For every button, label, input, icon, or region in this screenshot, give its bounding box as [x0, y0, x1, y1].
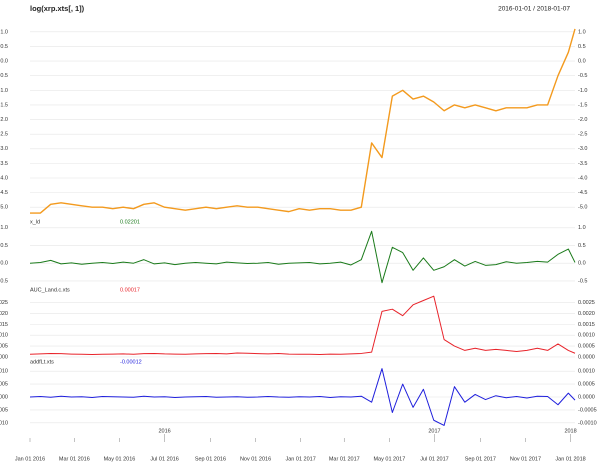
- y-tick-label: 0.0: [578, 261, 586, 267]
- y-tick-label-left: -1.5: [0, 102, 8, 108]
- y-tick-label: 0.0000: [578, 394, 595, 400]
- series-line: [29, 230, 576, 284]
- y-tick-label: 0.0025: [578, 300, 595, 306]
- y-tick-label-left: 0.0: [0, 261, 8, 267]
- y-tick-label: 0.0010: [578, 369, 595, 375]
- x-tick-label: Mar 01 2016: [59, 456, 90, 462]
- y-tick-label-left: -1.0: [0, 88, 8, 94]
- y-tick-label: -0.5: [578, 73, 587, 79]
- last-value: -0.00012: [120, 359, 142, 365]
- y-tick-label: -2.0: [578, 117, 587, 123]
- y-tick-label: -0.0010: [578, 420, 597, 426]
- year-label: 2017: [428, 428, 440, 434]
- x-tick-label: Jan 01 2017: [286, 456, 316, 462]
- y-tick-label-left: -0.0005: [0, 407, 8, 413]
- y-tick-label: -2.5: [578, 132, 587, 138]
- y-tick-label-left: -3.5: [0, 161, 8, 167]
- y-tick-label: 0.0000: [578, 354, 595, 360]
- x-tick-label: Jan 01 2016: [15, 456, 45, 462]
- y-tick-label: 0.0005: [578, 382, 595, 388]
- x-tick-label: Sep 01 2017: [465, 456, 496, 462]
- y-tick-label: 0.0020: [578, 311, 595, 317]
- y-tick-label-left: 0.0005: [0, 382, 8, 388]
- x-tick-label: Jan 01 2018: [555, 456, 585, 462]
- y-tick-label: -4.0: [578, 175, 587, 181]
- y-tick-label-left: 1.0: [0, 29, 8, 35]
- series-line: [29, 295, 576, 356]
- panel-label: x_ld: [30, 219, 40, 225]
- y-tick-label: -1.0: [578, 88, 587, 94]
- y-tick-label-left: 1.0: [0, 225, 8, 231]
- date-range: 2016-01-01 / 2018-01-07: [498, 6, 570, 13]
- y-tick-label: 0.5: [578, 44, 586, 50]
- y-tick-label-left: -2.0: [0, 117, 8, 123]
- y-tick-label-left: -2.5: [0, 132, 8, 138]
- y-tick-label: -4.5: [578, 190, 587, 196]
- y-tick-label: 0.0015: [578, 322, 595, 328]
- y-tick-label-left: 0.0010: [0, 369, 8, 375]
- y-tick-label: 0.0005: [578, 344, 595, 350]
- x-tick-label: Nov 01 2017: [510, 456, 541, 462]
- y-tick-label-left: -5.0: [0, 205, 8, 211]
- y-tick-label: -3.5: [578, 161, 587, 167]
- y-tick-label-left: -0.0010: [0, 420, 8, 426]
- x-tick-label: Mar 01 2017: [329, 456, 360, 462]
- y-tick-label: 0.0: [578, 59, 586, 65]
- panel-label: addfLt.xts: [30, 359, 54, 365]
- x-tick-label: Nov 01 2016: [240, 456, 271, 462]
- chart-title: log(xrp.xts[, 1]): [30, 4, 85, 13]
- last-value: 0.02201: [120, 219, 140, 225]
- y-tick-label: -5.0: [578, 205, 587, 211]
- y-tick-label: 0.5: [578, 243, 586, 249]
- y-tick-label-left: 0.5: [0, 44, 8, 50]
- y-tick-label-left: 0.0000: [0, 394, 8, 400]
- y-tick-label: -0.0005: [578, 407, 597, 413]
- panel-label: AUC_Land.c.xts: [30, 287, 70, 293]
- y-tick-label-left: -3.0: [0, 146, 8, 152]
- y-tick-label: 1.0: [578, 29, 586, 35]
- y-tick-label-left: 0.0020: [0, 311, 8, 317]
- y-tick-label-left: 0.5: [0, 243, 8, 249]
- y-tick-label-left: -0.5: [0, 73, 8, 79]
- y-tick-label-left: 0.0015: [0, 322, 8, 328]
- y-tick-label-left: -4.0: [0, 175, 8, 181]
- series-line: [29, 368, 576, 426]
- y-tick-label-left: -4.5: [0, 190, 8, 196]
- y-tick-label-left: -0.5: [0, 278, 8, 284]
- y-tick-label-left: 0.0025: [0, 300, 8, 306]
- x-tick-label: Sep 01 2016: [195, 456, 226, 462]
- y-tick-label: -0.5: [578, 278, 587, 284]
- x-tick-label: Jul 01 2017: [420, 456, 448, 462]
- y-tick-label: 1.0: [578, 225, 586, 231]
- y-tick-label-left: 0.0: [0, 59, 8, 65]
- y-tick-label: -3.0: [578, 146, 587, 152]
- x-tick-label: May 01 2017: [373, 456, 405, 462]
- series-line: [30, 28, 576, 214]
- y-tick-label: -1.5: [578, 102, 587, 108]
- y-tick-label-left: 0.0010: [0, 333, 8, 339]
- y-tick-label-left: 0.0005: [0, 344, 8, 350]
- y-tick-label: 0.0010: [578, 333, 595, 339]
- y-tick-label-left: 0.0000: [0, 354, 8, 360]
- year-label: 2018: [564, 428, 576, 434]
- x-tick-label: May 01 2016: [104, 456, 136, 462]
- year-label: 2016: [158, 428, 170, 434]
- x-tick-label: Jul 01 2016: [150, 456, 178, 462]
- last-value: 0.00017: [120, 287, 140, 293]
